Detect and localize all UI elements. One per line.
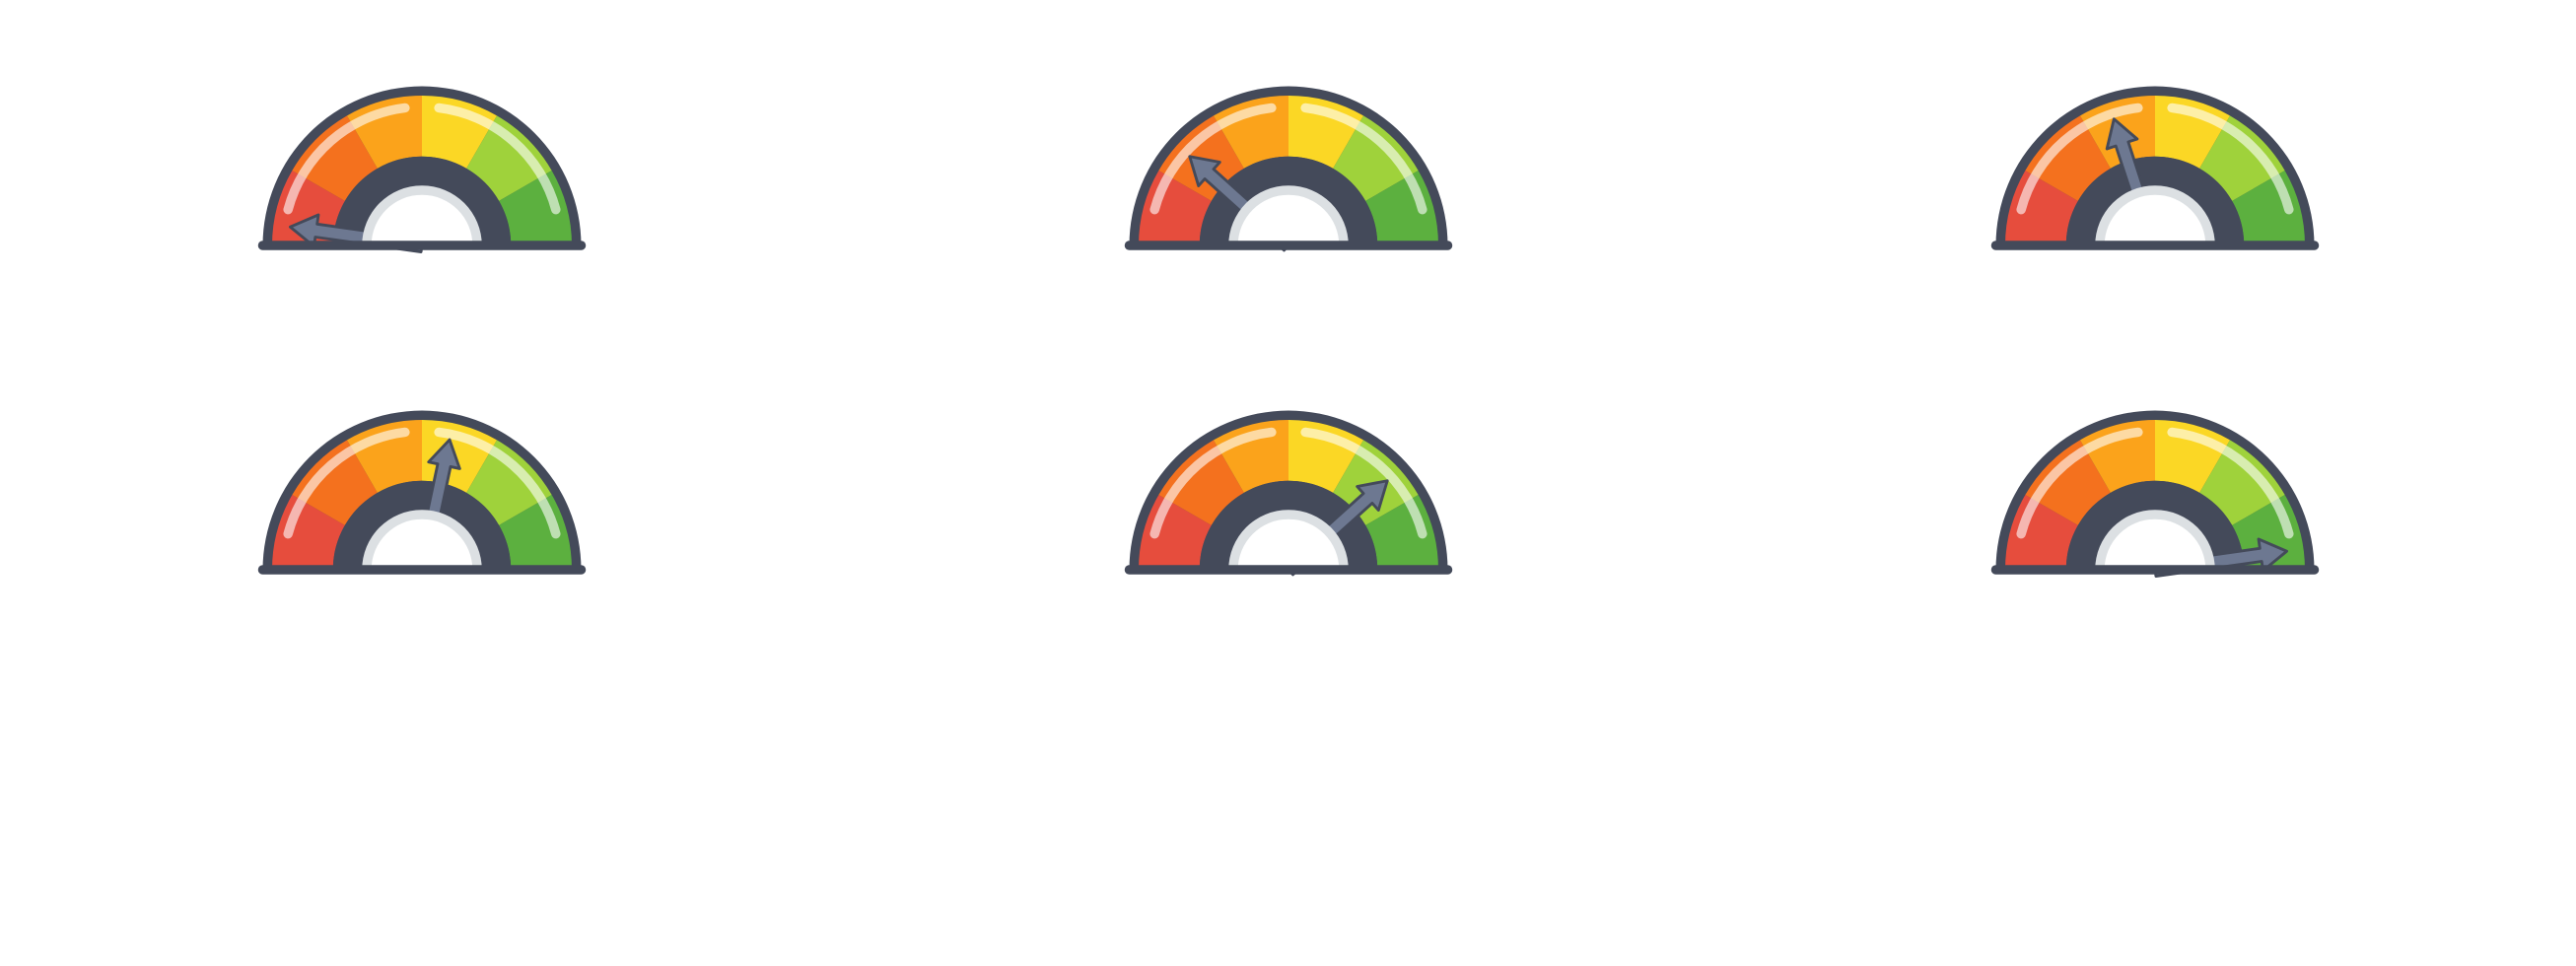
gauge-3 [1812,58,2497,264]
gauge-4 [79,382,764,588]
gauge-1 [79,58,764,264]
gauge-3-svg [1968,58,2342,264]
gauge-2 [945,58,1631,264]
gauge-4-svg [235,382,609,588]
gauge-infographic [0,0,2576,667]
gauge-5-svg [1101,382,1476,588]
gauge-6-svg [1968,382,2342,588]
gauge-1-svg [235,58,609,264]
gauge-grid [0,0,2576,667]
gauge-6 [1812,382,2497,588]
gauge-5 [945,382,1631,588]
gauge-2-svg [1101,58,1476,264]
